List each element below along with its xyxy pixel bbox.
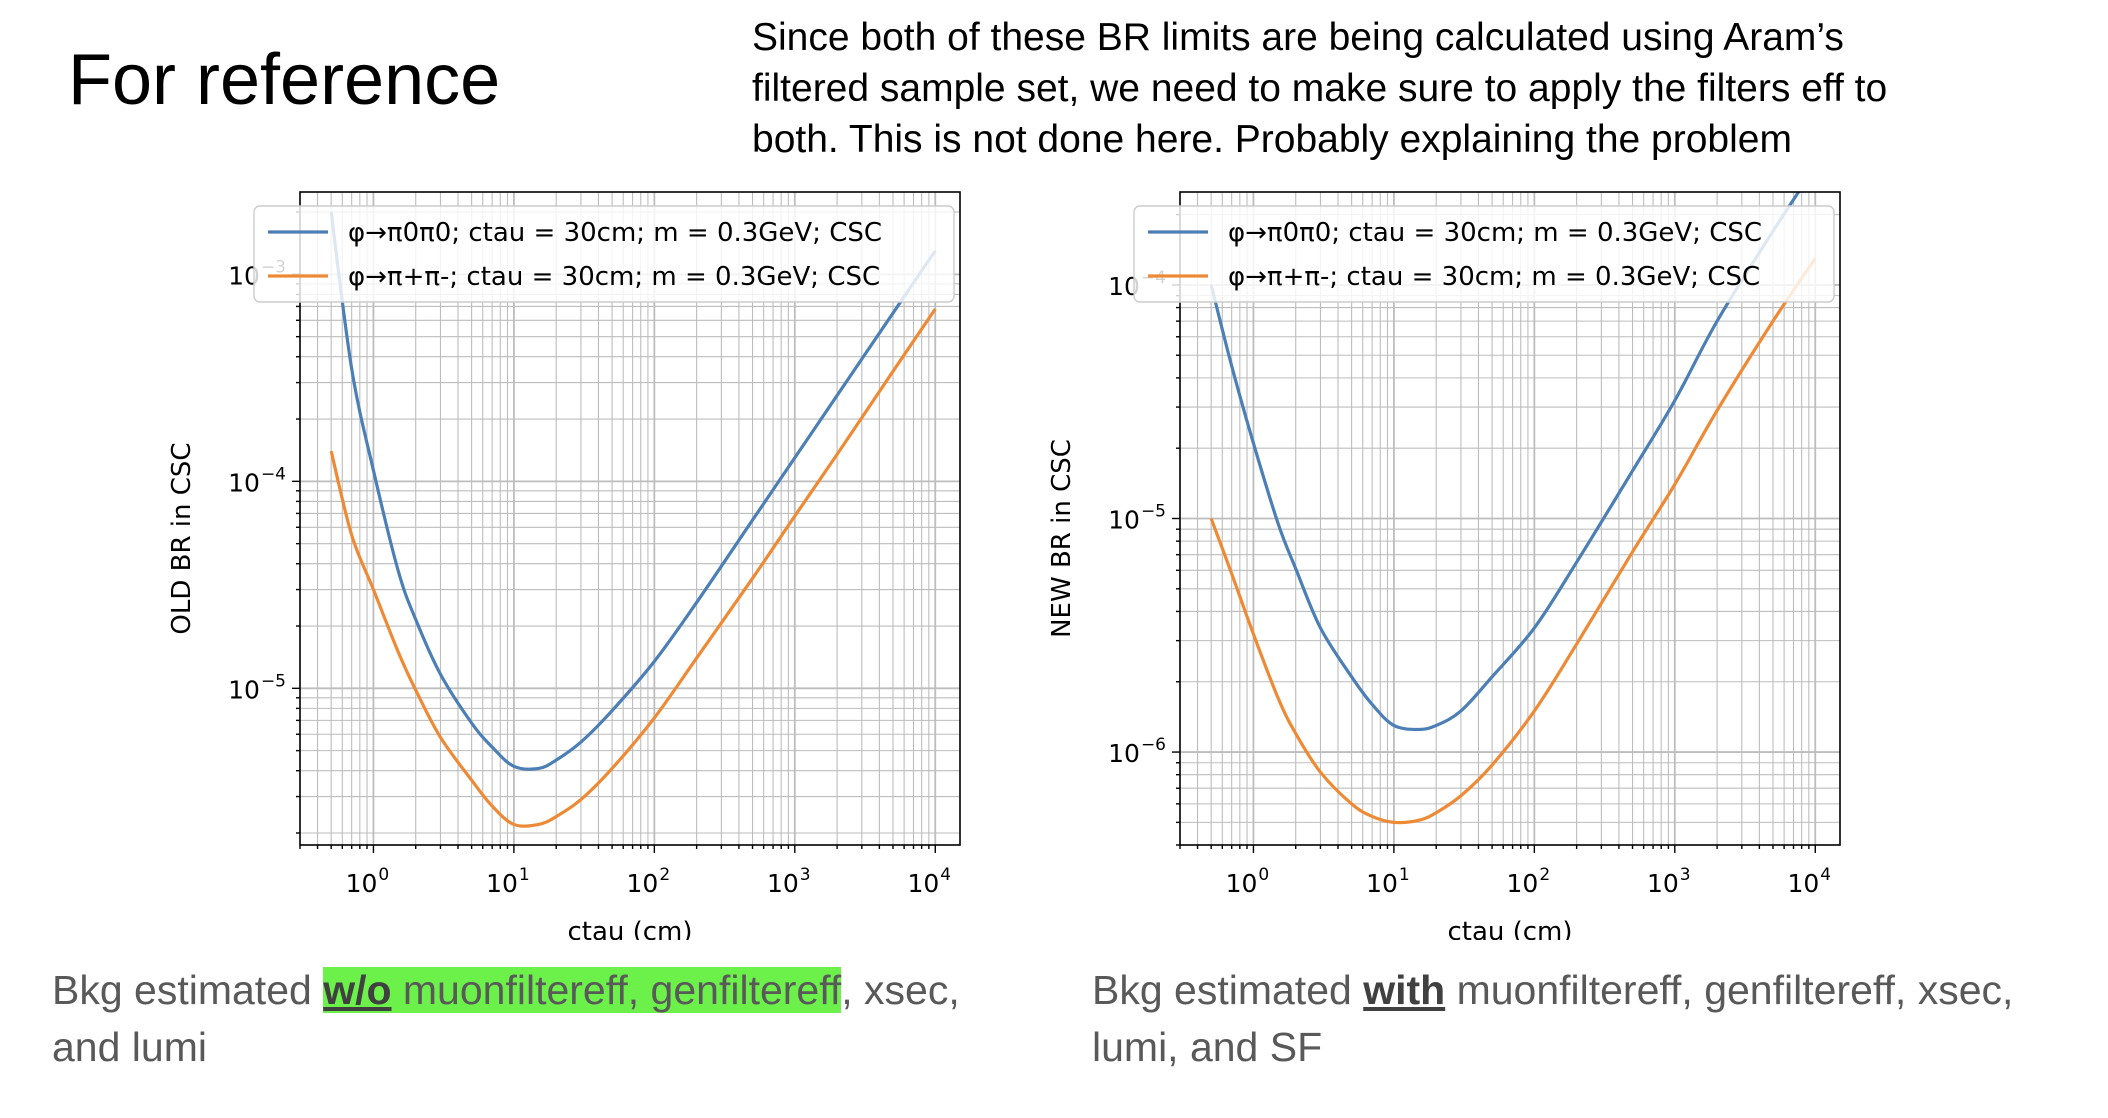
caption-highlight-text: muonfiltereff, genfiltereff [391,967,842,1013]
y-tick-label: 10−5 [228,671,286,704]
legend-label: φ→π+π-; ctau = 30cm; m = 0.3GeV; CSC [1228,262,1760,292]
x-tick-label: 100 [346,865,390,898]
caption-highlight: w/o muonfiltereff, genfiltereff [323,967,842,1013]
caption-after: muonfiltereff, genfiltereff, xsec, [1445,967,2014,1013]
series-line-2 [329,308,937,828]
grid [1179,192,1840,846]
axes-frame [299,191,961,846]
legend: φ→π0π0; ctau = 30cm; m = 0.3GeV; CSC φ→π+… [1133,205,1835,303]
x-axis-label: ctau (cm) [567,917,692,940]
x-tick-label: 102 [627,865,671,898]
series-line-1 [1209,192,1801,732]
legend-box [253,205,955,303]
caption-prefix: Bkg estimated [1092,967,1364,1013]
legend-box [1133,205,1835,303]
legend-label: φ→π0π0; ctau = 30cm; m = 0.3GeV; CSC [1228,218,1762,248]
slide-note: Since both of these BR limits are being … [752,12,2092,165]
legend-label: φ→π+π-; ctau = 30cm; m = 0.3GeV; CSC [348,262,880,292]
legend: φ→π0π0; ctau = 30cm; m = 0.3GeV; CSC φ→π+… [253,205,955,303]
series-line-2 [1209,257,1817,825]
y-tick-label: 10−4 [228,464,286,497]
y-tick-label: 10−6 [1108,735,1166,768]
series-line-1 [329,211,937,771]
caption-right-line1: Bkg estimated with muonfiltereff, genfil… [1092,962,2013,1019]
caption-bold: w/o [323,967,392,1013]
y-axis-label: OLD BR in CSC [167,442,197,634]
caption-right: Bkg estimated with muonfiltereff, genfil… [1092,962,2013,1076]
x-tick-label: 103 [767,865,811,898]
y-axis-label: NEW BR in CSC [1047,439,1077,638]
legend-label: φ→π0π0; ctau = 30cm; m = 0.3GeV; CSC [348,218,882,248]
x-tick-label: 104 [907,865,951,898]
x-tick-label: 103 [1647,865,1691,898]
x-tick-label: 104 [1787,865,1831,898]
x-axis-label: ctau (cm) [1447,917,1572,940]
caption-right-line2: lumi, and SF [1092,1024,1323,1070]
x-tick-label: 102 [1507,865,1551,898]
slide-title: For reference [68,40,501,120]
note-line: filtered sample set, we need to make sur… [752,67,1888,110]
caption-left: Bkg estimated w/o muonfiltereff, genfilt… [52,962,960,1076]
x-tick-label: 101 [1366,865,1410,898]
caption-prefix: Bkg estimated [52,967,324,1013]
caption-after: , xsec, [841,967,960,1013]
note-line: Since both of these BR limits are being … [752,16,1844,59]
y-tick-label: 10−5 [1108,502,1166,535]
caption-left-line2: and lumi [52,1024,207,1070]
x-tick-label: 100 [1226,865,1270,898]
x-tick-label: 101 [486,865,530,898]
note-line: both. This is not done here. Probably ex… [752,118,1792,161]
caption-left-line1: Bkg estimated w/o muonfiltereff, genfilt… [52,962,960,1019]
caption-bold: with [1363,967,1446,1013]
